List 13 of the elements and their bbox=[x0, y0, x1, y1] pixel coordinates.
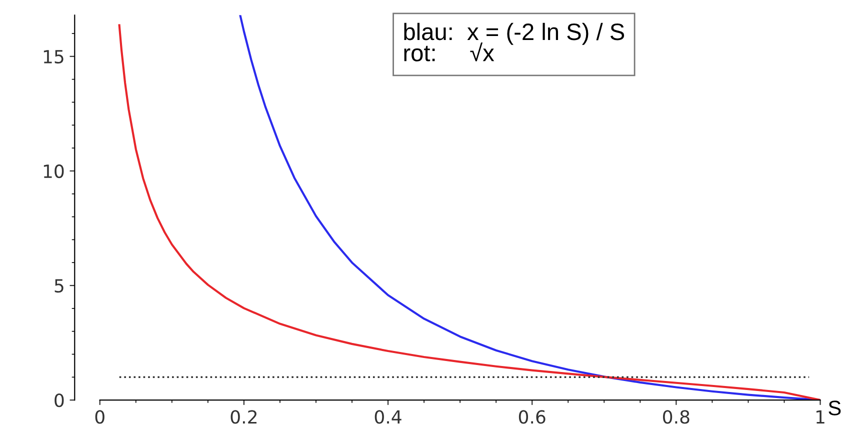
x-tick-label: 0.6 bbox=[518, 410, 546, 424]
y-tick-label: 15 bbox=[44, 50, 64, 64]
x-tick-label: 0.2 bbox=[230, 410, 256, 424]
x-tick-label: 0 bbox=[95, 410, 104, 424]
y-tick-label: 10 bbox=[44, 164, 64, 178]
x-tick-label: 1 bbox=[816, 410, 824, 424]
annotation: blau: x = (-2 ln S) / S rot: √x bbox=[404, 22, 624, 62]
y-tick-label: 0 bbox=[54, 394, 64, 408]
line-series bbox=[118, 24, 820, 400]
x-tick-label: 0.4 bbox=[374, 410, 402, 424]
x-tick-label: 0.8 bbox=[663, 410, 690, 424]
x-axis-title: S bbox=[828, 400, 841, 416]
y-tick-label: 5 bbox=[54, 279, 64, 293]
